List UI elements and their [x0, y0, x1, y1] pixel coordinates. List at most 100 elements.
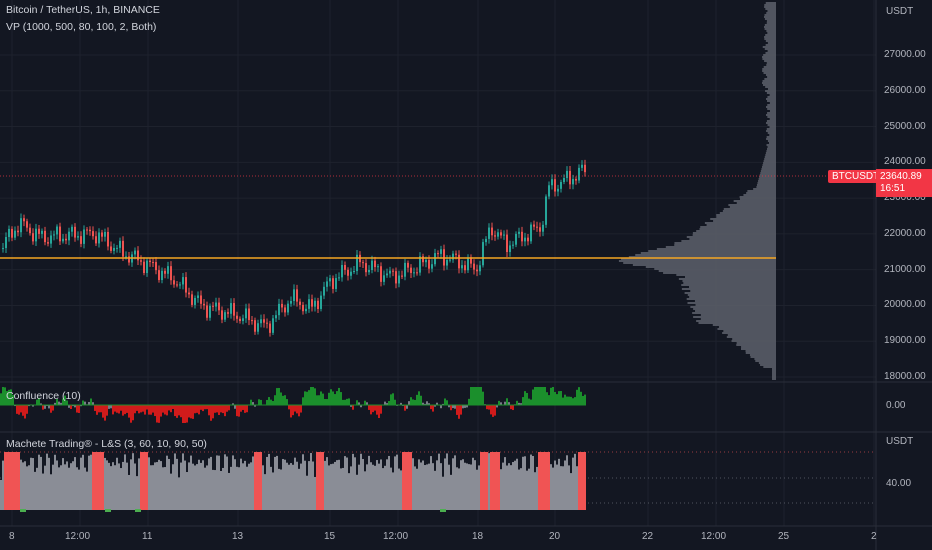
volume-profile-bar	[763, 66, 776, 68]
confluence-bar	[474, 387, 476, 405]
machete-bar	[466, 463, 468, 510]
machete-legend[interactable]: Machete Trading® - L&S (3, 60, 10, 90, 5…	[6, 438, 207, 450]
volume-profile-bar	[763, 162, 776, 164]
volume-profile-bar	[674, 244, 776, 246]
confluence-bar	[528, 398, 530, 405]
volume-profile-bar	[719, 212, 776, 214]
volume-profile-bar	[696, 320, 776, 322]
confluence-bar	[48, 405, 50, 409]
candle-body	[488, 227, 490, 239]
volume-profile-bar	[767, 76, 776, 78]
machete-bar	[86, 471, 88, 510]
candle-body	[557, 188, 559, 192]
confluence-bar	[326, 399, 328, 405]
volume-profile-bar	[731, 340, 776, 342]
candle-body	[122, 240, 124, 257]
confluence-bar	[442, 403, 444, 405]
candle-body	[392, 270, 394, 272]
volume-profile-legend[interactable]: VP (1000, 500, 80, 100, 2, Both)	[6, 21, 157, 33]
last-price-value: 23640.89	[880, 171, 922, 182]
confluence-bar	[436, 402, 438, 405]
candle-body	[431, 264, 433, 269]
machete-bar	[24, 461, 26, 510]
volume-profile-bar	[767, 32, 776, 34]
machete-bar	[572, 457, 574, 510]
confluence-bar	[534, 387, 536, 405]
candle-body	[494, 235, 496, 237]
confluence-bar	[186, 405, 188, 423]
volume-profile-bar	[648, 250, 776, 252]
machete-bar	[386, 459, 388, 510]
confluence-bar	[182, 405, 184, 423]
candle-body	[113, 247, 115, 251]
confluence-bar	[142, 405, 144, 412]
candle-body	[65, 238, 67, 241]
machete-bar	[142, 452, 144, 510]
candlesticks[interactable]	[2, 159, 586, 337]
confluence-legend[interactable]: Confluence (10)	[6, 390, 81, 402]
confluence-bar	[452, 405, 454, 409]
volume-profile-bar	[764, 48, 776, 50]
confluence-bar	[166, 405, 168, 416]
confluence-bar	[468, 398, 470, 405]
main-legend-title[interactable]: Bitcoin / TetherUS, 1h, BINANCE	[6, 4, 160, 16]
candle-body	[251, 320, 253, 322]
time-axis-label: 25	[778, 531, 790, 542]
confluence-bar	[306, 391, 308, 405]
candle-body	[509, 245, 511, 253]
candle-body	[17, 230, 19, 233]
machete-bar	[584, 452, 586, 510]
volume-profile-bar	[761, 168, 776, 170]
candle-body	[329, 278, 331, 282]
candle-body	[440, 249, 442, 254]
confluence-bar	[478, 387, 480, 405]
volume-profile-bar	[767, 146, 776, 148]
volume-profile-bar	[765, 152, 776, 154]
machete-bar	[148, 457, 150, 510]
machete-bar	[22, 462, 24, 510]
machete-bar	[146, 452, 148, 510]
machete-bar	[254, 452, 256, 510]
machete-bar	[210, 456, 212, 510]
machete-bar	[316, 452, 318, 510]
machete-bar	[30, 457, 32, 510]
confluence-bar	[348, 398, 350, 405]
volume-profile-bar	[618, 260, 776, 262]
candle-body	[245, 308, 247, 319]
time-axis-label: 2	[871, 531, 877, 542]
volume-profile-bar	[766, 92, 776, 94]
candle-body	[317, 300, 319, 309]
price-axis-label: 24000.00	[884, 156, 926, 168]
confluence-bar	[574, 397, 576, 405]
candle-body	[149, 260, 151, 263]
machete-bar	[198, 459, 200, 510]
machete-bar	[456, 467, 458, 510]
volume-profile-bar	[764, 18, 776, 20]
machete-bar	[492, 452, 494, 510]
confluence-bar	[472, 387, 474, 405]
machete-bar	[362, 459, 364, 510]
volume-profile-bar	[766, 120, 776, 122]
machete-bar	[500, 469, 502, 510]
volume-profile-bar	[769, 142, 776, 144]
machete-bar	[122, 461, 124, 510]
volume-profile-bar	[764, 24, 776, 26]
last-price-tag: 23640.89 16:51	[876, 169, 932, 197]
machete-bar	[158, 459, 160, 510]
volume-profile-bar	[722, 210, 776, 212]
candle-body	[197, 295, 199, 298]
confluence-bar	[188, 405, 190, 418]
machete-bar	[134, 463, 136, 510]
volume-profile-bar	[684, 292, 776, 294]
volume-profile-bar	[756, 184, 776, 186]
volume-profile-bar	[767, 116, 776, 118]
candle-body	[281, 303, 283, 308]
volume-profile-bar	[767, 148, 776, 150]
confluence-bar	[418, 391, 420, 405]
confluence-bar	[550, 387, 552, 405]
confluence-bar	[490, 405, 492, 415]
confluence-bar	[28, 405, 30, 407]
candle-body	[437, 253, 439, 255]
volume-profile-bar	[759, 174, 776, 176]
